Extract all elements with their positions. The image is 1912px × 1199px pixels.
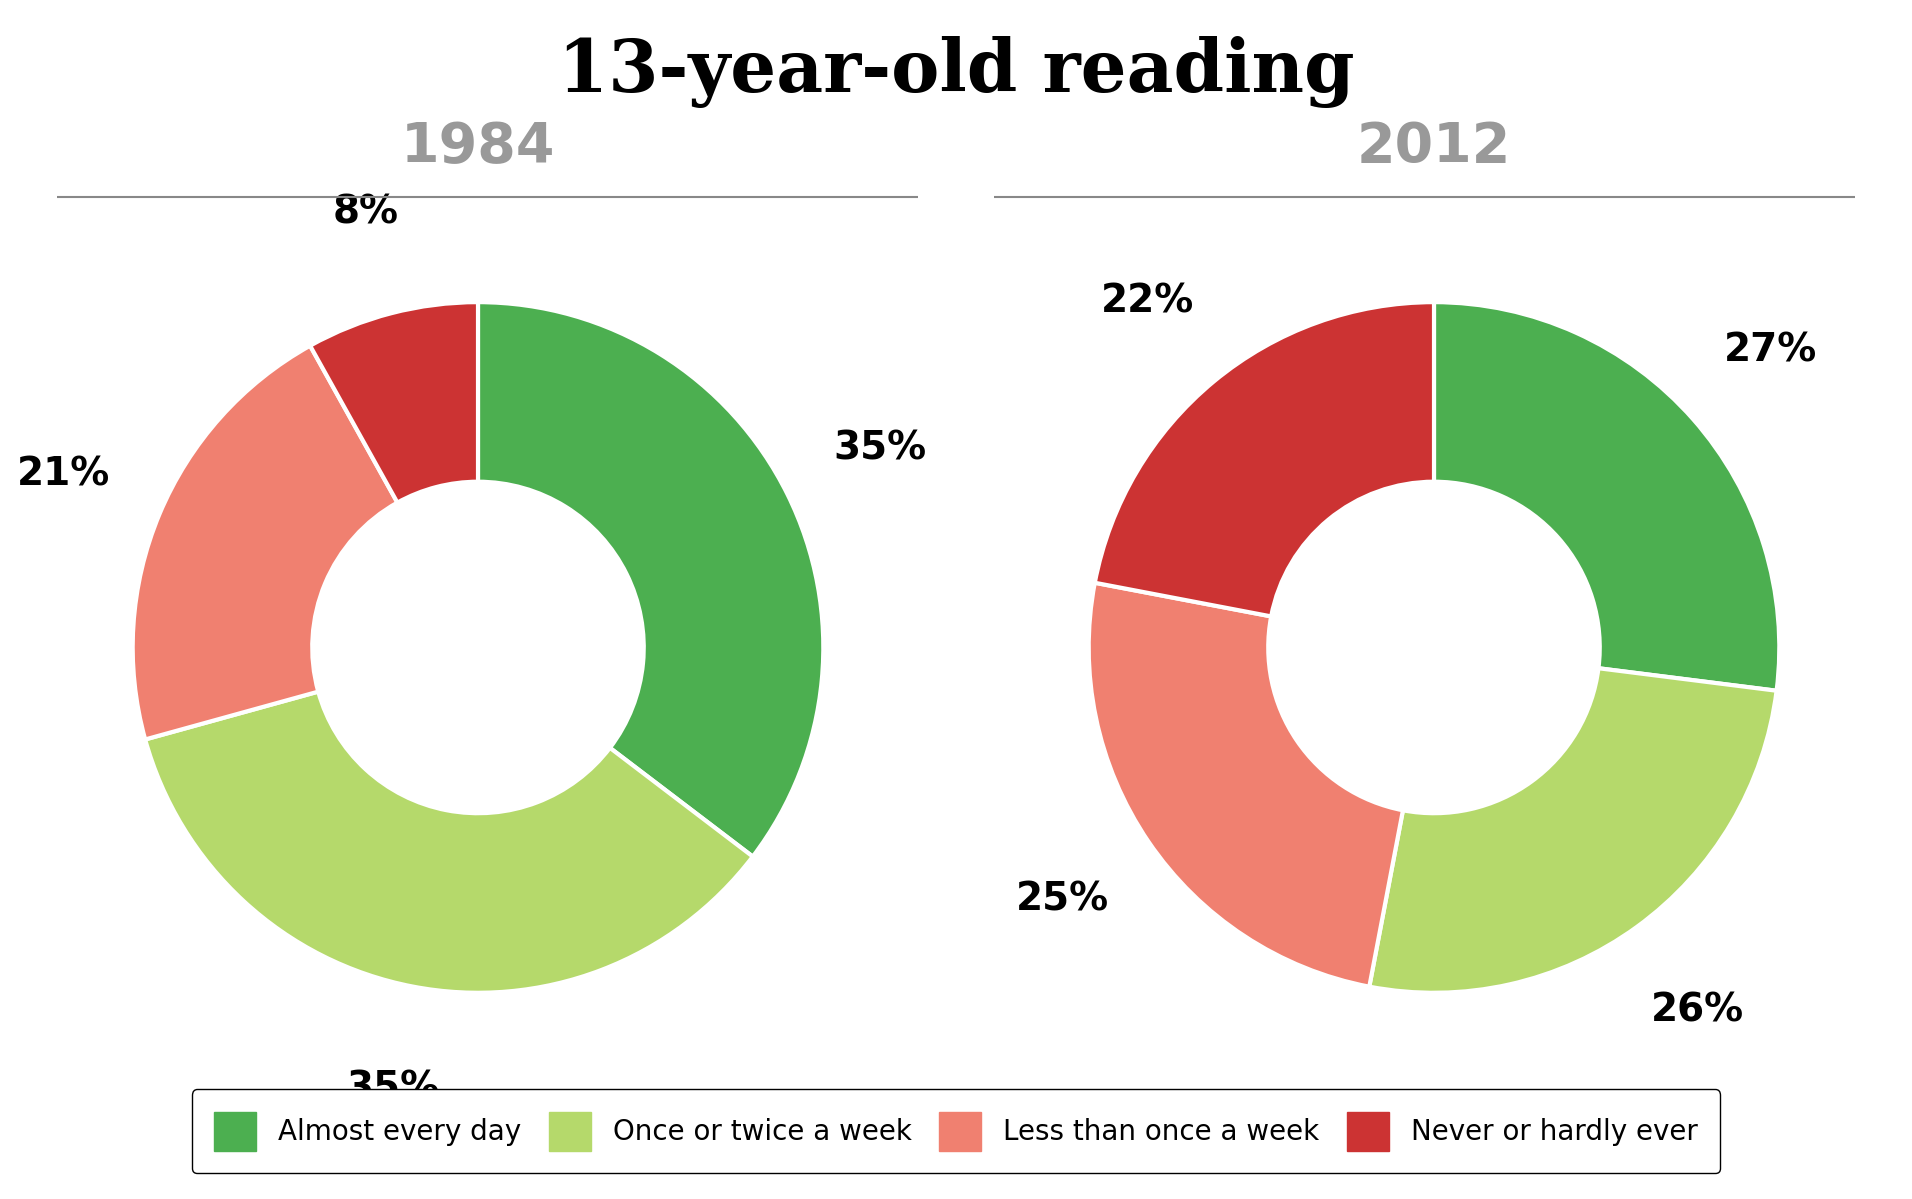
Text: 35%: 35% <box>834 429 927 468</box>
Text: 13-year-old reading: 13-year-old reading <box>558 36 1354 108</box>
Wedge shape <box>145 692 753 993</box>
Text: 21%: 21% <box>17 456 111 493</box>
Wedge shape <box>478 302 824 856</box>
Text: 25%: 25% <box>1015 881 1109 918</box>
Text: 26%: 26% <box>1652 992 1744 1030</box>
Legend: Almost every day, Once or twice a week, Less than once a week, Never or hardly e: Almost every day, Once or twice a week, … <box>191 1090 1721 1173</box>
Text: 35%: 35% <box>346 1070 440 1107</box>
Wedge shape <box>1369 668 1776 993</box>
Text: 27%: 27% <box>1725 332 1816 369</box>
Wedge shape <box>132 345 398 740</box>
Wedge shape <box>1434 302 1780 691</box>
Wedge shape <box>310 302 478 502</box>
Wedge shape <box>1088 583 1403 987</box>
Text: 2012: 2012 <box>1358 120 1510 174</box>
Text: 22%: 22% <box>1101 283 1195 320</box>
Text: 1984: 1984 <box>402 120 554 174</box>
Text: 8%: 8% <box>333 194 398 231</box>
Wedge shape <box>1096 302 1434 616</box>
